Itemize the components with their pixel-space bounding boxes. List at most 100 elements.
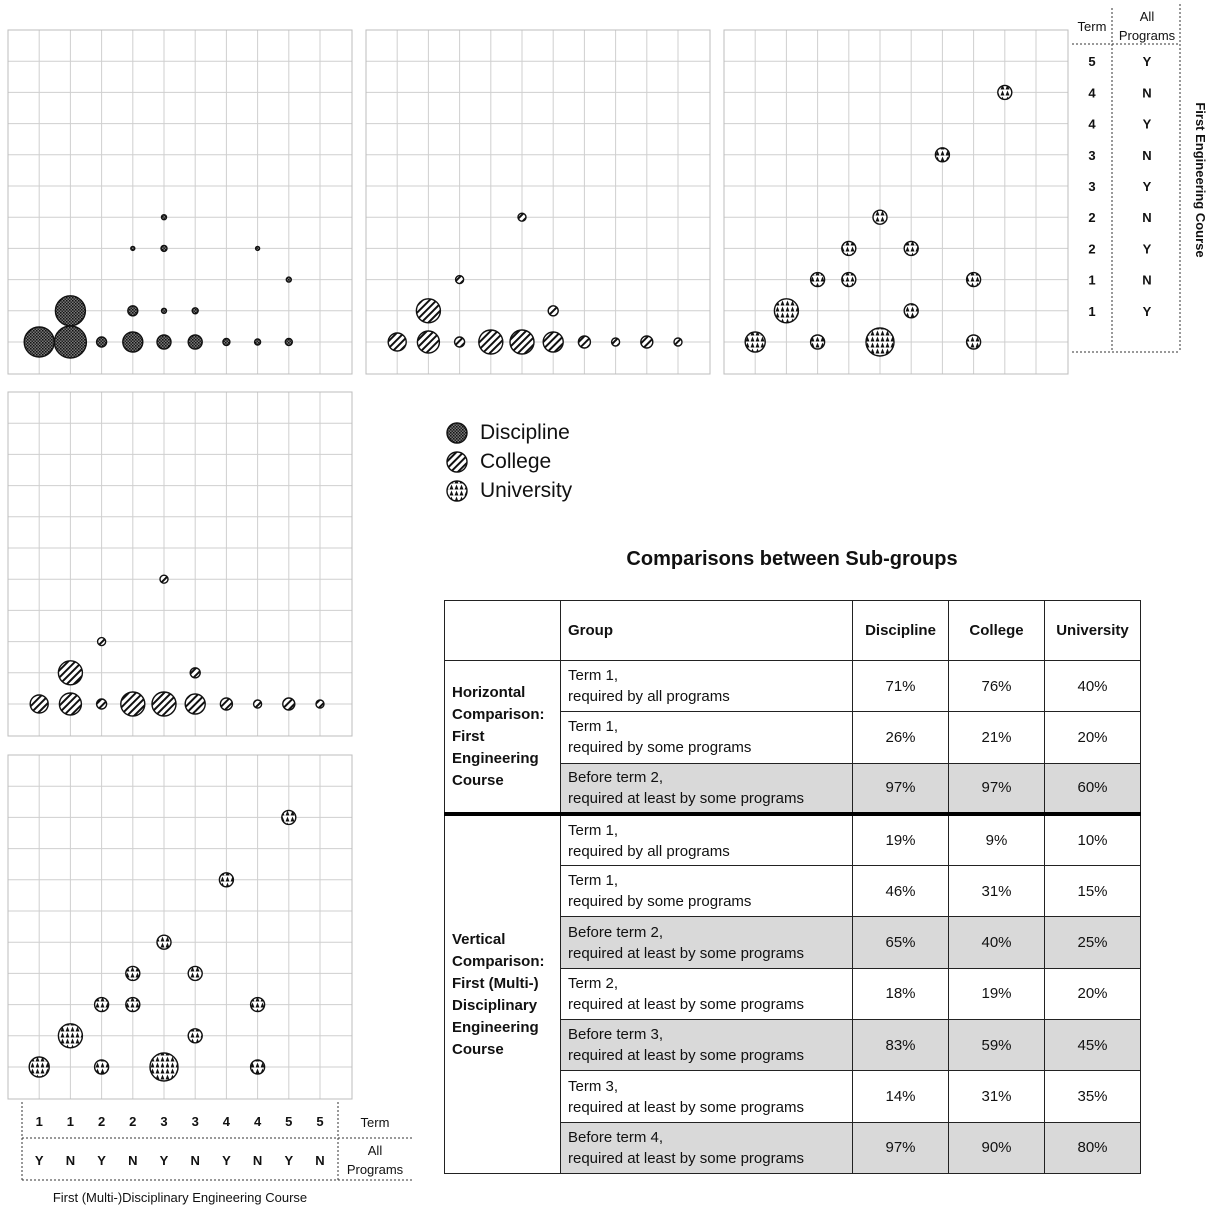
group-cell: Term 1, required by some programs [560, 865, 853, 918]
university-bubble [809, 271, 826, 288]
college-bubble [252, 699, 263, 709]
legend-item-university: University [444, 476, 572, 505]
college-value: 31% [948, 1070, 1045, 1123]
university-value: 60% [1044, 762, 1141, 815]
panel-frame [7, 29, 353, 375]
table-header-row: Group Discipline College University [444, 600, 1141, 661]
college-value: 90% [948, 1121, 1045, 1174]
discipline-bubble [95, 336, 108, 348]
college-bubble [387, 332, 407, 352]
college-bubble [640, 335, 654, 349]
college-bubble [610, 337, 621, 347]
group-cell: Term 2, required at least by some program… [560, 967, 853, 1021]
panel-frame [723, 29, 1069, 375]
college-bubble [219, 697, 234, 711]
discipline-value: 14% [852, 1070, 949, 1123]
college-bubble [416, 330, 441, 354]
discipline-bubble [127, 305, 139, 317]
right-term-label: 3 [1088, 179, 1095, 194]
discipline-bubble [130, 245, 136, 252]
discipline-bubble [187, 334, 203, 350]
right-all-programs-label: N [1142, 148, 1151, 163]
discipline-bubble [160, 307, 168, 314]
discipline-bubble [191, 307, 199, 315]
college-bubble [315, 699, 325, 709]
university-bubble [249, 1059, 266, 1075]
college-bubble [577, 335, 592, 349]
right-term-label: 1 [1088, 273, 1095, 288]
legend-label: University [480, 478, 573, 502]
college-value: 59% [948, 1019, 1045, 1072]
panel-1 [7, 29, 353, 375]
group-cell: Term 1, required by some programs [560, 711, 853, 764]
header-discipline: Discipline [852, 600, 949, 661]
discipline-bubble [285, 276, 292, 283]
header-college: College [948, 600, 1045, 661]
college-bubble [547, 305, 559, 317]
university-bubble [93, 1059, 110, 1075]
panel-frame [7, 754, 353, 1100]
discipline-value: 19% [852, 812, 949, 867]
bottom-term-label: 2 [129, 1114, 136, 1129]
college-bubble [57, 660, 84, 686]
college-bubble [29, 694, 49, 714]
discipline-bubble [23, 326, 55, 358]
college-bubble [517, 212, 527, 222]
right-all-programs-label: Y [1143, 241, 1152, 256]
college-bubble [542, 331, 564, 353]
university-bubble [809, 334, 826, 350]
university-value: 15% [1044, 865, 1141, 918]
discipline-bubble [160, 244, 168, 253]
university-bubble [841, 240, 857, 257]
university-bubble [281, 809, 297, 826]
discipline-bubble [156, 334, 172, 350]
right-term-label: 3 [1088, 148, 1095, 163]
panel-frame [365, 29, 711, 375]
college-bubble [151, 691, 177, 717]
table-row: Before term 3, required at least by some … [445, 1019, 1141, 1072]
college-bubble [282, 697, 296, 711]
discipline-bubble [53, 325, 88, 359]
right-term-label: 2 [1088, 210, 1095, 225]
discipline-value: 18% [852, 967, 949, 1021]
bottom-term-axis-title: Term [361, 1115, 390, 1130]
bottom-term-label: 4 [254, 1114, 262, 1129]
legend-label: Discipline [480, 420, 570, 444]
university-bubble [744, 331, 766, 353]
discipline-value: 65% [852, 916, 949, 969]
college-bubble [96, 636, 107, 647]
panel-2 [365, 29, 711, 375]
bottom-all-programs-label: Y [222, 1153, 231, 1168]
university-value: 80% [1044, 1121, 1141, 1174]
bottom-term-label: 5 [285, 1114, 292, 1129]
university-bubble [249, 996, 266, 1013]
college-bubble [673, 337, 683, 347]
university-swatch-icon [446, 479, 468, 502]
bottom-term-label: 4 [223, 1114, 231, 1129]
right-axis-title: First Engineering Course [1193, 102, 1208, 257]
table-row: Vertical Comparison: First (Multi-) Disc… [444, 812, 1141, 1174]
group-cell: Term 1, required by all programs [560, 659, 853, 713]
college-value: 76% [948, 659, 1045, 713]
college-bubble [189, 667, 201, 679]
college-bubble [184, 693, 206, 715]
discipline-value: 26% [852, 711, 949, 764]
right-all-programs-label: N [1142, 273, 1151, 288]
discipline-value: 46% [852, 865, 949, 918]
college-bubble [478, 329, 504, 355]
university-bubble [773, 298, 800, 324]
university-bubble [903, 240, 919, 257]
university-value: 20% [1044, 711, 1141, 764]
right-term-label: 1 [1088, 304, 1095, 319]
university-value: 35% [1044, 1070, 1141, 1123]
college-bubble [509, 329, 535, 355]
group-cell: Term 1, required by all programs [560, 812, 853, 867]
header-group: Group [560, 600, 853, 661]
university-bubble [187, 965, 203, 982]
discipline-value: 83% [852, 1019, 949, 1072]
bottom-all-axis-title: All [368, 1143, 383, 1158]
bottom-all-programs-label: N [315, 1153, 324, 1168]
bottom-all-programs-label: Y [160, 1153, 169, 1168]
table-row: Term 2, required at least by some program… [445, 967, 1141, 1021]
university-bubble [57, 1023, 84, 1049]
